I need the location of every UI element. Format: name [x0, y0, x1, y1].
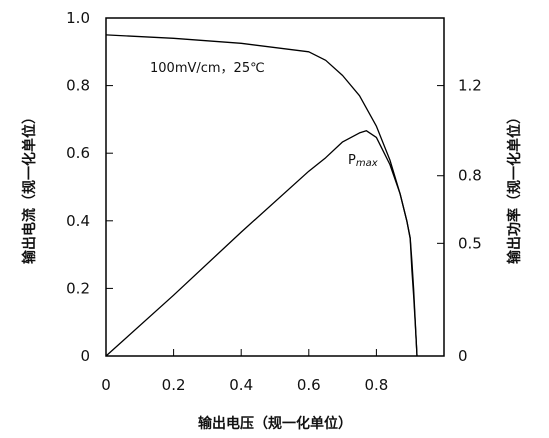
- tick-labels: 0 0.2 0.4 0.6 0.8 0 0.2 0.4 0.6 0.8 1.0 0 0.5 0.8 1.2: [66, 9, 482, 394]
- current-curve: [105, 34, 418, 357]
- power-curve: [105, 130, 418, 357]
- y-left-axis-title: 输出电流（规一化单位）: [21, 110, 38, 264]
- y-right-tick-label-2: 0.8: [458, 167, 482, 185]
- x-tick-label-3: 0.6: [297, 376, 321, 394]
- condition-annotation: 100mV/cm，25℃: [150, 61, 265, 76]
- x-tick-label-4: 0.8: [364, 376, 388, 394]
- x-tick-label-1: 0.2: [162, 376, 186, 394]
- x-tick-label-0: 0: [101, 376, 111, 394]
- y-left-tick-label-5: 1.0: [66, 9, 90, 27]
- y-left-tick-label-0: 0: [80, 347, 90, 365]
- ticks: [105, 17, 444, 357]
- y-left-tick-label-4: 0.8: [66, 77, 90, 95]
- pmax-subscript: max: [356, 158, 378, 169]
- x-axis-title: 输出电压（规一化单位）: [198, 415, 352, 432]
- pmax-label: P: [348, 153, 356, 168]
- y-right-tick-label-1: 0.5: [458, 234, 482, 252]
- y-left-tick-label-1: 0.2: [66, 279, 90, 297]
- y-left-tick-label-3: 0.6: [66, 144, 90, 162]
- plot-frame: [105, 17, 445, 357]
- y-left-tick-label-2: 0.4: [66, 212, 90, 230]
- y-right-axis-title: 输出功率（规一化单位）: [506, 110, 523, 264]
- x-tick-label-2: 0.4: [229, 376, 253, 394]
- curves: [105, 34, 418, 357]
- pmax-annotation: Pmax: [348, 153, 378, 169]
- y-right-tick-label-0: 0: [458, 347, 468, 365]
- y-right-tick-label-3: 1.2: [458, 77, 482, 95]
